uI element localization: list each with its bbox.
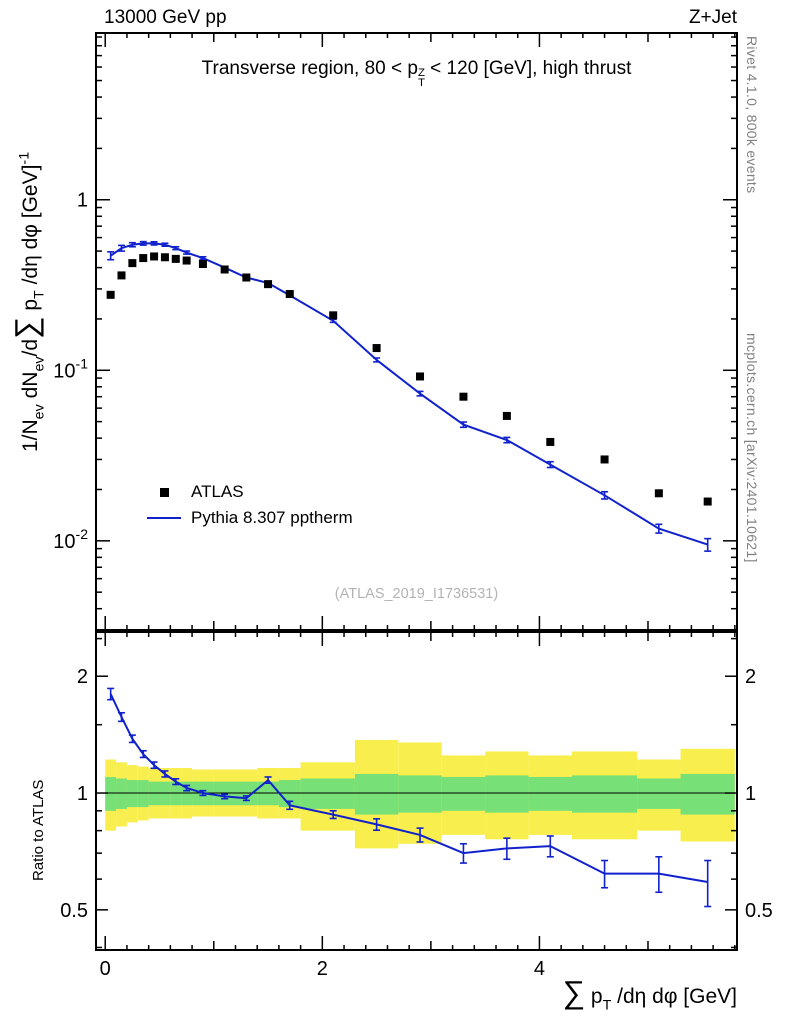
svg-text:4: 4 <box>534 958 545 980</box>
axis-ticks <box>96 33 737 950</box>
legend-marker-cell <box>146 516 182 520</box>
analysis-watermark: (ATLAS_2019_I1736531) <box>334 586 499 602</box>
svg-text:0.5: 0.5 <box>60 900 88 922</box>
svg-text:10-1: 10-1 <box>53 355 88 382</box>
atlas-data-points <box>106 252 712 506</box>
pythia-curve-main <box>107 240 712 552</box>
legend-label-atlas: ATLAS <box>191 482 244 501</box>
rivet-version-note: Rivet 4.1.0, 800k events <box>744 36 760 194</box>
svg-text:0: 0 <box>100 958 111 980</box>
legend-item-atlas: ATLAS <box>146 479 353 505</box>
panel-frames <box>95 32 738 951</box>
axis-tick-labels: 1 10-1 10-2 0.5 0.5 1 1 2 2 0 2 4 <box>53 190 773 980</box>
pythia-line-marker <box>147 516 181 520</box>
svg-text:1: 1 <box>745 783 756 805</box>
legend-item-pythia: Pythia 8.307 pptherm <box>146 505 353 531</box>
ratio-curve <box>107 687 712 908</box>
legend-marker-cell <box>146 487 182 497</box>
legend-label-pythia: Pythia 8.307 pptherm <box>191 508 353 527</box>
atlas-square-marker <box>159 487 169 497</box>
ratio-uncertainty-bands <box>105 739 735 849</box>
svg-text:2: 2 <box>745 666 756 688</box>
beam-energy-label: 13000 GeV pp <box>104 7 227 28</box>
main-y-axis-label: 1/Nev dNev/d∑ pT /dη dφ [GeV]-1 <box>8 151 48 452</box>
svg-text:10-2: 10-2 <box>53 526 88 553</box>
x-axis-label: ∑ pT /dη dφ [GeV] <box>562 974 737 1014</box>
ratio-y-axis-label: Ratio to ATLAS <box>30 779 47 881</box>
svg-text:1: 1 <box>77 190 88 212</box>
svg-text:2: 2 <box>77 666 88 688</box>
svg-text:0.5: 0.5 <box>745 900 773 922</box>
legend: ATLAS Pythia 8.307 pptherm <box>146 479 353 531</box>
process-label: Z+Jet <box>688 7 737 28</box>
mcplots-arxiv-note: mcplots.cern.ch [arXiv:2401.10621] <box>744 333 760 563</box>
svg-text:2: 2 <box>317 958 328 980</box>
svg-text:1: 1 <box>77 783 88 805</box>
